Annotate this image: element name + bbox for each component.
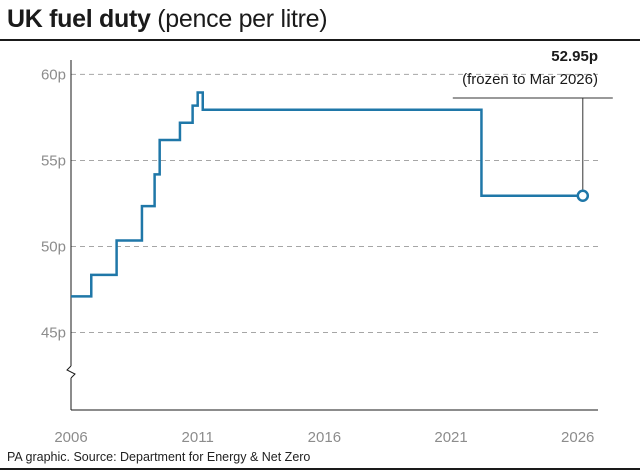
y-tick-label: 45p xyxy=(41,325,66,342)
x-tick-label: 2021 xyxy=(434,429,467,446)
source-note: PA graphic. Source: Department for Energ… xyxy=(7,450,311,464)
x-tick-label: 2006 xyxy=(54,429,87,446)
bottom-divider xyxy=(0,468,640,470)
end-point-marker xyxy=(576,189,590,202)
y-axis-break xyxy=(66,365,76,379)
series-line xyxy=(71,91,583,298)
x-tick-label: 2026 xyxy=(561,429,594,446)
annotation-value: 52.95p xyxy=(551,48,598,65)
title-main: UK fuel duty xyxy=(7,5,151,33)
y-tick-label: 50p xyxy=(41,239,66,256)
y-tick-label: 55p xyxy=(41,152,66,169)
title-divider xyxy=(0,39,640,41)
chart-title: UK fuel duty (pence per litre) xyxy=(7,3,328,35)
y-tick-label: 60p xyxy=(41,66,66,83)
annotation-note: (frozen to Mar 2026) xyxy=(462,71,598,88)
x-tick-label: 2016 xyxy=(308,429,341,446)
title-subtitle: (pence per litre) xyxy=(157,5,328,33)
x-tick-label: 2011 xyxy=(182,429,214,446)
